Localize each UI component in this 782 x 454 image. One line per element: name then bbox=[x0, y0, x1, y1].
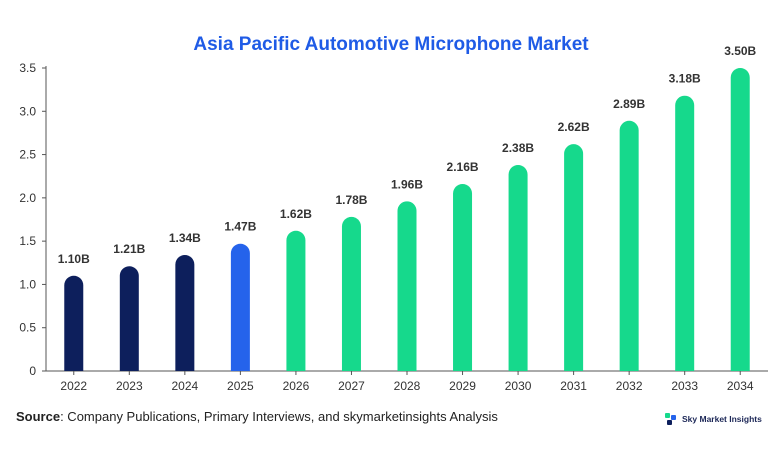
source-text: : Company Publications, Primary Intervie… bbox=[60, 409, 498, 424]
x-tick-label: 2025 bbox=[227, 379, 254, 393]
data-label: 3.18B bbox=[669, 72, 701, 86]
x-tick-label: 2024 bbox=[171, 379, 198, 393]
data-label: 2.62B bbox=[558, 120, 590, 134]
bar bbox=[286, 230, 306, 371]
x-tick-label: 2022 bbox=[60, 379, 87, 393]
x-tick-label: 2031 bbox=[560, 379, 587, 393]
x-tick-label: 2029 bbox=[449, 379, 476, 393]
x-tick-label: 2034 bbox=[727, 379, 754, 393]
data-label: 1.34B bbox=[169, 231, 201, 245]
y-axis: 0 0.5 1.0 1.5 2.0 2.5 3.0 3.5 bbox=[19, 61, 47, 378]
y-tick-label: 2.5 bbox=[19, 148, 36, 162]
source-note: Source: Company Publications, Primary In… bbox=[16, 409, 498, 424]
data-label: 1.10B bbox=[58, 252, 90, 266]
chart-title: Asia Pacific Automotive Microphone Marke… bbox=[193, 34, 589, 55]
bar bbox=[64, 275, 84, 371]
bar bbox=[119, 266, 139, 371]
bar bbox=[230, 243, 250, 371]
data-label: 2.38B bbox=[502, 141, 534, 155]
data-labels: 1.10B 1.21B 1.34B 1.47B 1.62B 1.78B 1.96B 2.16B… bbox=[58, 44, 757, 266]
bar bbox=[675, 95, 695, 372]
bar bbox=[508, 164, 528, 371]
x-tick-label: 2030 bbox=[505, 379, 532, 393]
bar bbox=[175, 254, 195, 371]
bars bbox=[64, 68, 750, 372]
y-tick-label: 0.5 bbox=[19, 321, 36, 335]
data-label: 2.16B bbox=[447, 160, 479, 174]
data-label: 3.50B bbox=[724, 44, 756, 58]
source-label: Source bbox=[16, 409, 61, 424]
y-tick-label: 1.5 bbox=[19, 234, 36, 248]
sky-market-insights-logo-icon bbox=[665, 413, 676, 425]
y-tick-label: 1.0 bbox=[19, 277, 36, 291]
x-axis: 2022 2023 2024 2025 2026 2027 2028 2029 2030 2031… bbox=[46, 370, 768, 393]
bar bbox=[619, 120, 639, 371]
x-tick-label: 2032 bbox=[616, 379, 643, 393]
x-tick-label: 2026 bbox=[283, 379, 310, 393]
x-tick-label: 2028 bbox=[394, 379, 421, 393]
data-label: 1.96B bbox=[391, 177, 423, 191]
x-tick-label: 2023 bbox=[116, 379, 143, 393]
y-tick-label: 3.5 bbox=[19, 61, 36, 75]
y-tick-label: 0 bbox=[29, 364, 36, 378]
data-label: 1.62B bbox=[280, 207, 312, 221]
data-label: 1.47B bbox=[224, 220, 256, 234]
y-tick-label: 3.0 bbox=[19, 104, 36, 118]
bar bbox=[564, 144, 584, 371]
x-tick-label: 2027 bbox=[338, 379, 365, 393]
bar bbox=[453, 184, 473, 371]
x-tick-label: 2033 bbox=[671, 379, 698, 393]
data-label: 1.78B bbox=[335, 193, 367, 207]
bar bbox=[397, 201, 417, 371]
brand-name: Sky Market Insights bbox=[682, 414, 762, 424]
data-label: 2.89B bbox=[613, 97, 645, 111]
y-tick-label: 2.0 bbox=[19, 191, 36, 205]
bar bbox=[341, 216, 361, 371]
brand-logo: Sky Market Insights bbox=[664, 412, 762, 426]
data-label: 1.21B bbox=[113, 242, 145, 256]
bar bbox=[730, 68, 750, 371]
